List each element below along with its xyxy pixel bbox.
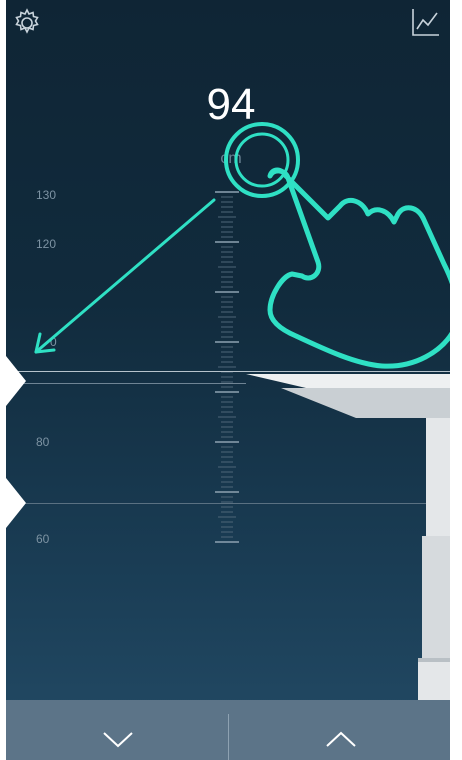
height-unit: cm xyxy=(220,150,242,167)
height-control-bar xyxy=(6,700,450,760)
scale-label-80: 80 xyxy=(36,435,50,449)
current-height-line xyxy=(6,371,450,372)
gear-icon xyxy=(15,8,39,34)
preset-height-line xyxy=(6,503,450,504)
current-height-marker[interactable] xyxy=(6,356,28,406)
desk-control-screen: 94 cm 130 120 0 80 60 xyxy=(6,0,450,760)
height-ruler[interactable] xyxy=(212,190,242,550)
tap-hand-icon xyxy=(224,122,450,369)
desk-illustration xyxy=(246,374,450,702)
height-value: 94 xyxy=(206,80,256,129)
current-height-line-lower xyxy=(6,383,246,384)
chevron-down-icon xyxy=(103,732,133,748)
line-chart-icon xyxy=(412,9,439,36)
control-divider xyxy=(228,714,229,760)
preset-height-marker[interactable] xyxy=(6,478,28,528)
move-down-button[interactable] xyxy=(6,700,228,760)
scale-label-130: 130 xyxy=(36,188,57,202)
arrow-down-left-icon xyxy=(34,198,216,354)
scale-label-60: 60 xyxy=(36,532,50,546)
statistics-button[interactable] xyxy=(410,6,442,38)
scale-label-hidden: 0 xyxy=(50,335,57,349)
settings-button[interactable] xyxy=(10,6,44,40)
scale-label-120: 120 xyxy=(36,237,57,251)
chevron-up-icon xyxy=(326,731,356,747)
move-up-button[interactable] xyxy=(229,700,450,760)
